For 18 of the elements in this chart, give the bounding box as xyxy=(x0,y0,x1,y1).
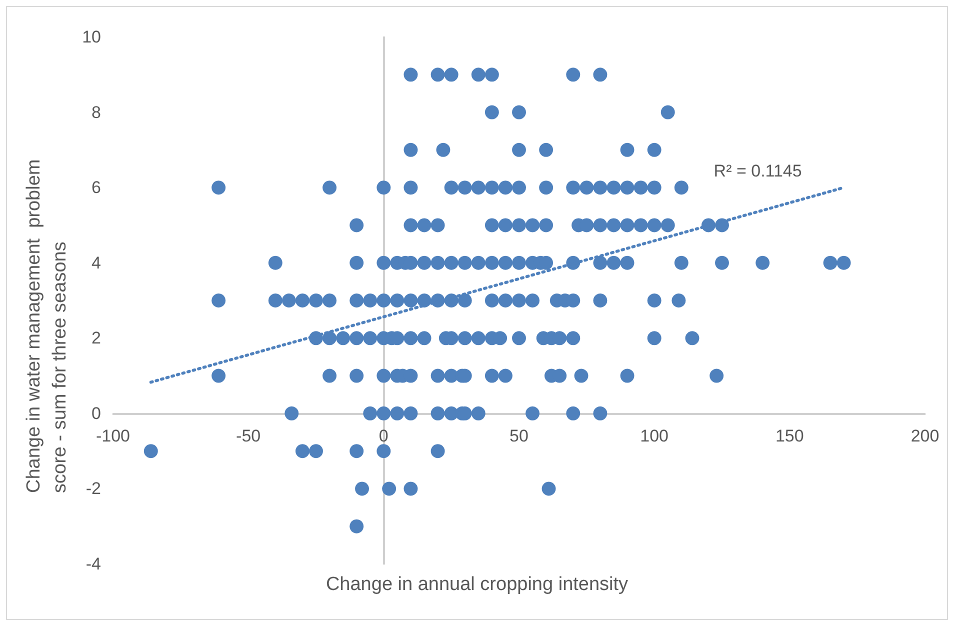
annotation: R² = 0.1145 xyxy=(714,162,802,181)
y-tick-label: 2 xyxy=(92,328,101,348)
y-tick-label: 6 xyxy=(92,178,101,198)
y-axis-title: Change in water management problem score - sum for three seasons xyxy=(24,154,70,493)
y-tick-label: 4 xyxy=(92,253,101,272)
x-axis-title: Change in annual cropping intensity xyxy=(326,574,629,595)
y-tick-label: 0 xyxy=(92,404,101,423)
x-tick-label: -50 xyxy=(236,426,261,446)
x-tick-label: 100 xyxy=(640,426,669,446)
x-tick-label: 50 xyxy=(510,426,528,446)
y-tick-label: 10 xyxy=(82,28,101,46)
x-tick-label: 200 xyxy=(910,426,940,446)
x-tick-label: 150 xyxy=(775,426,804,446)
y-tick-label: 8 xyxy=(92,102,101,122)
x-tick-label: 0 xyxy=(378,426,388,446)
y-tick-label: -4 xyxy=(86,554,101,574)
y-tick-label: -2 xyxy=(86,479,101,498)
x-tick-label: -100 xyxy=(96,426,130,446)
